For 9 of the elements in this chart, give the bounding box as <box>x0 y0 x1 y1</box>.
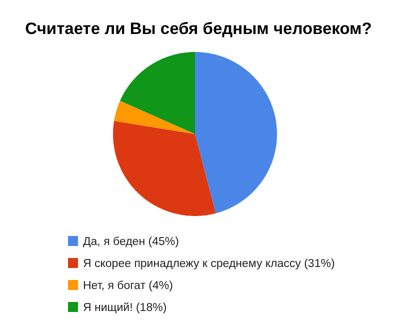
pie-slice <box>195 52 277 214</box>
legend-label: Я нищий! (18%) <box>83 302 167 314</box>
legend-label: Я скорее принадлежу к среднему классу (31%) <box>83 258 335 270</box>
pie-slice <box>114 100 195 134</box>
legend-label: Да, я беден (45%) <box>83 236 180 248</box>
chart-title: Считаете ли Вы себя бедным человеком? <box>25 20 372 38</box>
pie-slice <box>120 52 195 134</box>
legend-label: Нет, я богат (4%) <box>83 280 174 292</box>
pie-slice <box>113 120 216 216</box>
